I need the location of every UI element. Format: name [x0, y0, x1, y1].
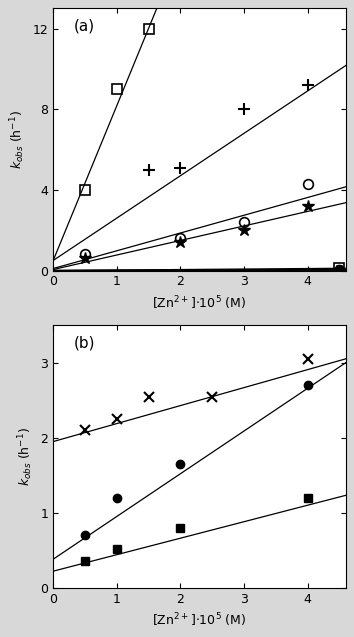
Y-axis label: $k_{obs}$ (h$^{-1}$): $k_{obs}$ (h$^{-1}$): [8, 110, 27, 169]
Y-axis label: $k_{obs}$ (h$^{-1}$): $k_{obs}$ (h$^{-1}$): [16, 427, 35, 486]
X-axis label: [Zn$^{2+}$]$\cdot$10$^5$ (M): [Zn$^{2+}$]$\cdot$10$^5$ (M): [152, 294, 247, 311]
Text: (b): (b): [74, 336, 95, 351]
X-axis label: [Zn$^{2+}$]$\cdot$10$^5$ (M): [Zn$^{2+}$]$\cdot$10$^5$ (M): [152, 611, 247, 629]
Text: (a): (a): [74, 19, 95, 34]
